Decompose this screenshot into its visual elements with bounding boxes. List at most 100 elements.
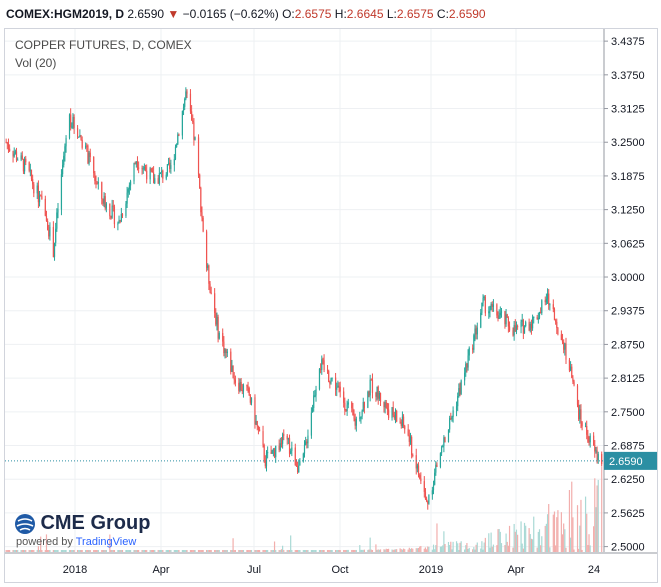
- candle-body: [593, 435, 595, 446]
- volume-bar: [587, 545, 589, 552]
- volume-bar: [513, 523, 515, 552]
- volume-bar: [263, 550, 265, 552]
- candle-body: [280, 443, 283, 445]
- volume-bar: [265, 550, 268, 552]
- volume-bar: [367, 549, 369, 552]
- candle-body: [23, 158, 26, 172]
- volume-bar: [541, 536, 543, 552]
- volume-bar: [386, 549, 389, 552]
- candle-body: [594, 445, 596, 452]
- volume-bar: [73, 550, 75, 552]
- candle-body: [157, 178, 159, 184]
- volume-bar: [351, 549, 353, 552]
- volume-bar: [199, 550, 201, 552]
- candle-body: [272, 449, 274, 451]
- volume-bar: [286, 550, 288, 552]
- volume-bar: [224, 550, 226, 552]
- candle-body: [586, 426, 588, 435]
- volume-bar: [546, 514, 549, 552]
- x-tick-label: Oct: [331, 564, 348, 576]
- volume-bar: [299, 550, 301, 552]
- volume-bar: [103, 550, 105, 552]
- volume-bar: [401, 549, 404, 552]
- candle-body: [587, 434, 589, 442]
- volume-bar: [178, 550, 180, 552]
- candle-body: [102, 198, 104, 204]
- candle-body: [368, 391, 370, 396]
- candle-body: [71, 126, 73, 128]
- candle-body: [150, 168, 152, 172]
- candle-body: [361, 411, 363, 417]
- volume-bar: [295, 550, 298, 552]
- volume-bar: [280, 549, 283, 552]
- volume-bar: [63, 550, 65, 552]
- candle-body: [571, 366, 573, 378]
- candle-body: [86, 145, 88, 147]
- volume-bar: [249, 550, 251, 552]
- candle-body: [416, 465, 418, 469]
- volume-bar: [256, 550, 258, 552]
- candle-body: [528, 322, 530, 331]
- tradingview-link[interactable]: TradingView: [75, 536, 137, 548]
- candle-body: [507, 317, 509, 327]
- volume-bar: [362, 549, 364, 552]
- volume-bar: [64, 550, 66, 552]
- candle-body: [299, 461, 301, 466]
- volume-bar: [97, 550, 99, 552]
- volume-bar: [7, 550, 10, 552]
- volume-bar: [55, 550, 57, 552]
- volume-bar: [144, 550, 147, 552]
- y-tick-label: 3.1250: [611, 205, 645, 217]
- volume-bar: [593, 526, 595, 552]
- volume-bar: [207, 550, 209, 552]
- x-tick-label: 2018: [63, 564, 87, 576]
- candle-body: [505, 314, 507, 325]
- cme-logo: CME Group: [14, 512, 150, 535]
- volume-bar: [345, 549, 347, 552]
- volume-bar: [596, 485, 598, 552]
- volume-bar: [305, 550, 307, 552]
- volume-bar: [337, 549, 339, 552]
- volume-bar: [455, 541, 458, 552]
- candle-body: [151, 171, 154, 173]
- candle-body: [264, 460, 266, 467]
- close-label: C:: [436, 7, 449, 21]
- volume-bar: [565, 547, 567, 552]
- y-tick-label: 3.3125: [611, 104, 645, 116]
- volume-bar: [536, 547, 538, 552]
- volume-bar: [176, 550, 178, 552]
- candle-body: [315, 389, 317, 396]
- candle-body: [52, 226, 54, 257]
- volume-bar: [298, 550, 300, 552]
- powered-by[interactable]: powered by TradingView: [16, 536, 136, 548]
- candle-body: [313, 395, 315, 408]
- volume-bar: [557, 510, 559, 552]
- candle-body: [103, 196, 105, 204]
- volume-bar: [267, 550, 269, 552]
- candle-body: [439, 453, 442, 467]
- candle-body: [215, 312, 217, 325]
- candle-body: [530, 323, 533, 329]
- volume-bar: [588, 534, 590, 552]
- volume-bar: [439, 546, 442, 552]
- candle-body: [396, 411, 398, 422]
- volume-bar: [352, 549, 354, 552]
- candle-body: [110, 216, 112, 218]
- volume-bar: [328, 549, 330, 552]
- candle-body: [360, 416, 362, 418]
- candle-body: [581, 422, 583, 427]
- candle-body: [353, 414, 355, 419]
- volume-bar: [417, 547, 420, 552]
- candle-body: [61, 164, 64, 175]
- candle-body: [500, 311, 503, 313]
- volume-bar: [416, 548, 418, 552]
- x-tick-label: Jul: [247, 564, 261, 576]
- candle-body: [256, 421, 258, 427]
- volume-bar: [104, 550, 106, 552]
- volume-bar: [537, 531, 539, 552]
- candle-body: [290, 450, 292, 454]
- volume-bar: [442, 545, 444, 552]
- candle-body: [359, 417, 361, 419]
- candle-body: [335, 377, 337, 390]
